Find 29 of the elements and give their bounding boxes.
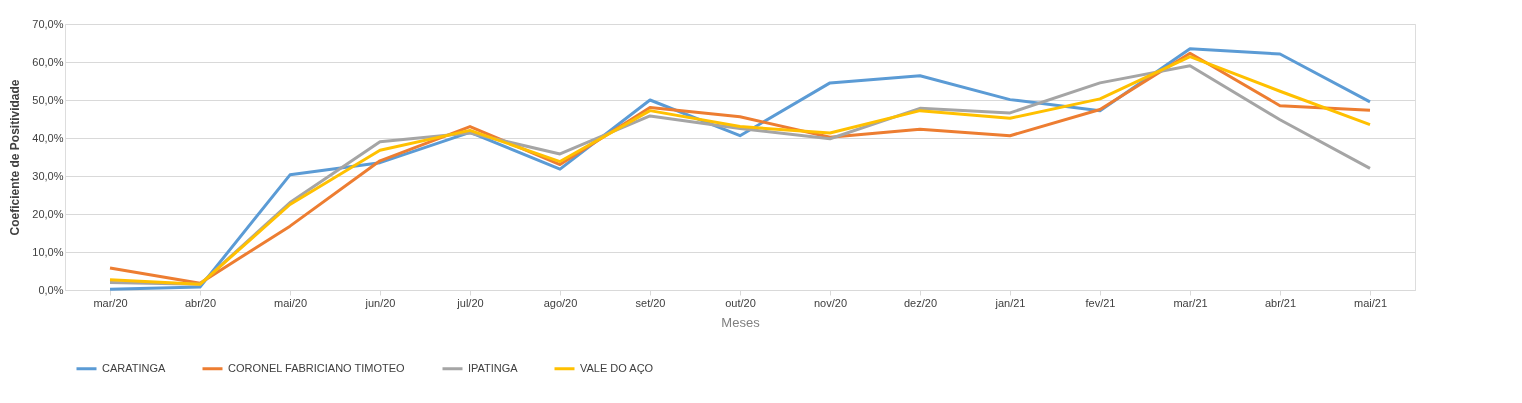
x-axis-title: Meses (721, 314, 761, 330)
x-tick-label: jul/20 (456, 296, 484, 309)
x-tick-label: jan/21 (994, 296, 1026, 309)
x-tick-label: set/20 (635, 296, 666, 309)
x-tick-label: abr/20 (184, 296, 217, 309)
legend-label: CARATINGA (102, 361, 167, 374)
y-tick-label: 30,0% (32, 169, 64, 182)
x-tick-label: dez/20 (903, 296, 938, 309)
y-tick-label: 20,0% (32, 207, 64, 220)
y-tick-label: 60,0% (32, 55, 64, 68)
y-tick-label: 10,0% (32, 245, 64, 258)
legend-label: VALE DO AÇO (580, 361, 654, 374)
y-tick-label: 40,0% (32, 131, 64, 144)
x-tick-label: fev/21 (1085, 296, 1116, 309)
y-tick-label: 50,0% (32, 93, 64, 106)
x-tick-label: out/20 (725, 296, 756, 309)
x-tick-label: mai/20 (273, 296, 308, 309)
y-tick-label: 0,0% (38, 283, 64, 296)
legend-label: CORONEL FABRICIANO TIMOTEO (228, 361, 406, 374)
x-tick-label: mai/21 (1353, 296, 1388, 309)
y-tick-label: 70,0% (32, 17, 64, 30)
x-tick-label: jun/20 (364, 296, 396, 309)
y-axis-title: Coeficiente de Positividade (8, 79, 23, 236)
legend-label: IPATINGA (468, 361, 519, 374)
x-tick-label: abr/21 (1264, 296, 1297, 309)
x-tick-label: nov/20 (813, 296, 848, 309)
x-tick-label: mar/20 (93, 296, 128, 309)
x-tick-label: ago/20 (543, 296, 578, 309)
x-tick-label: mar/21 (1173, 296, 1208, 309)
